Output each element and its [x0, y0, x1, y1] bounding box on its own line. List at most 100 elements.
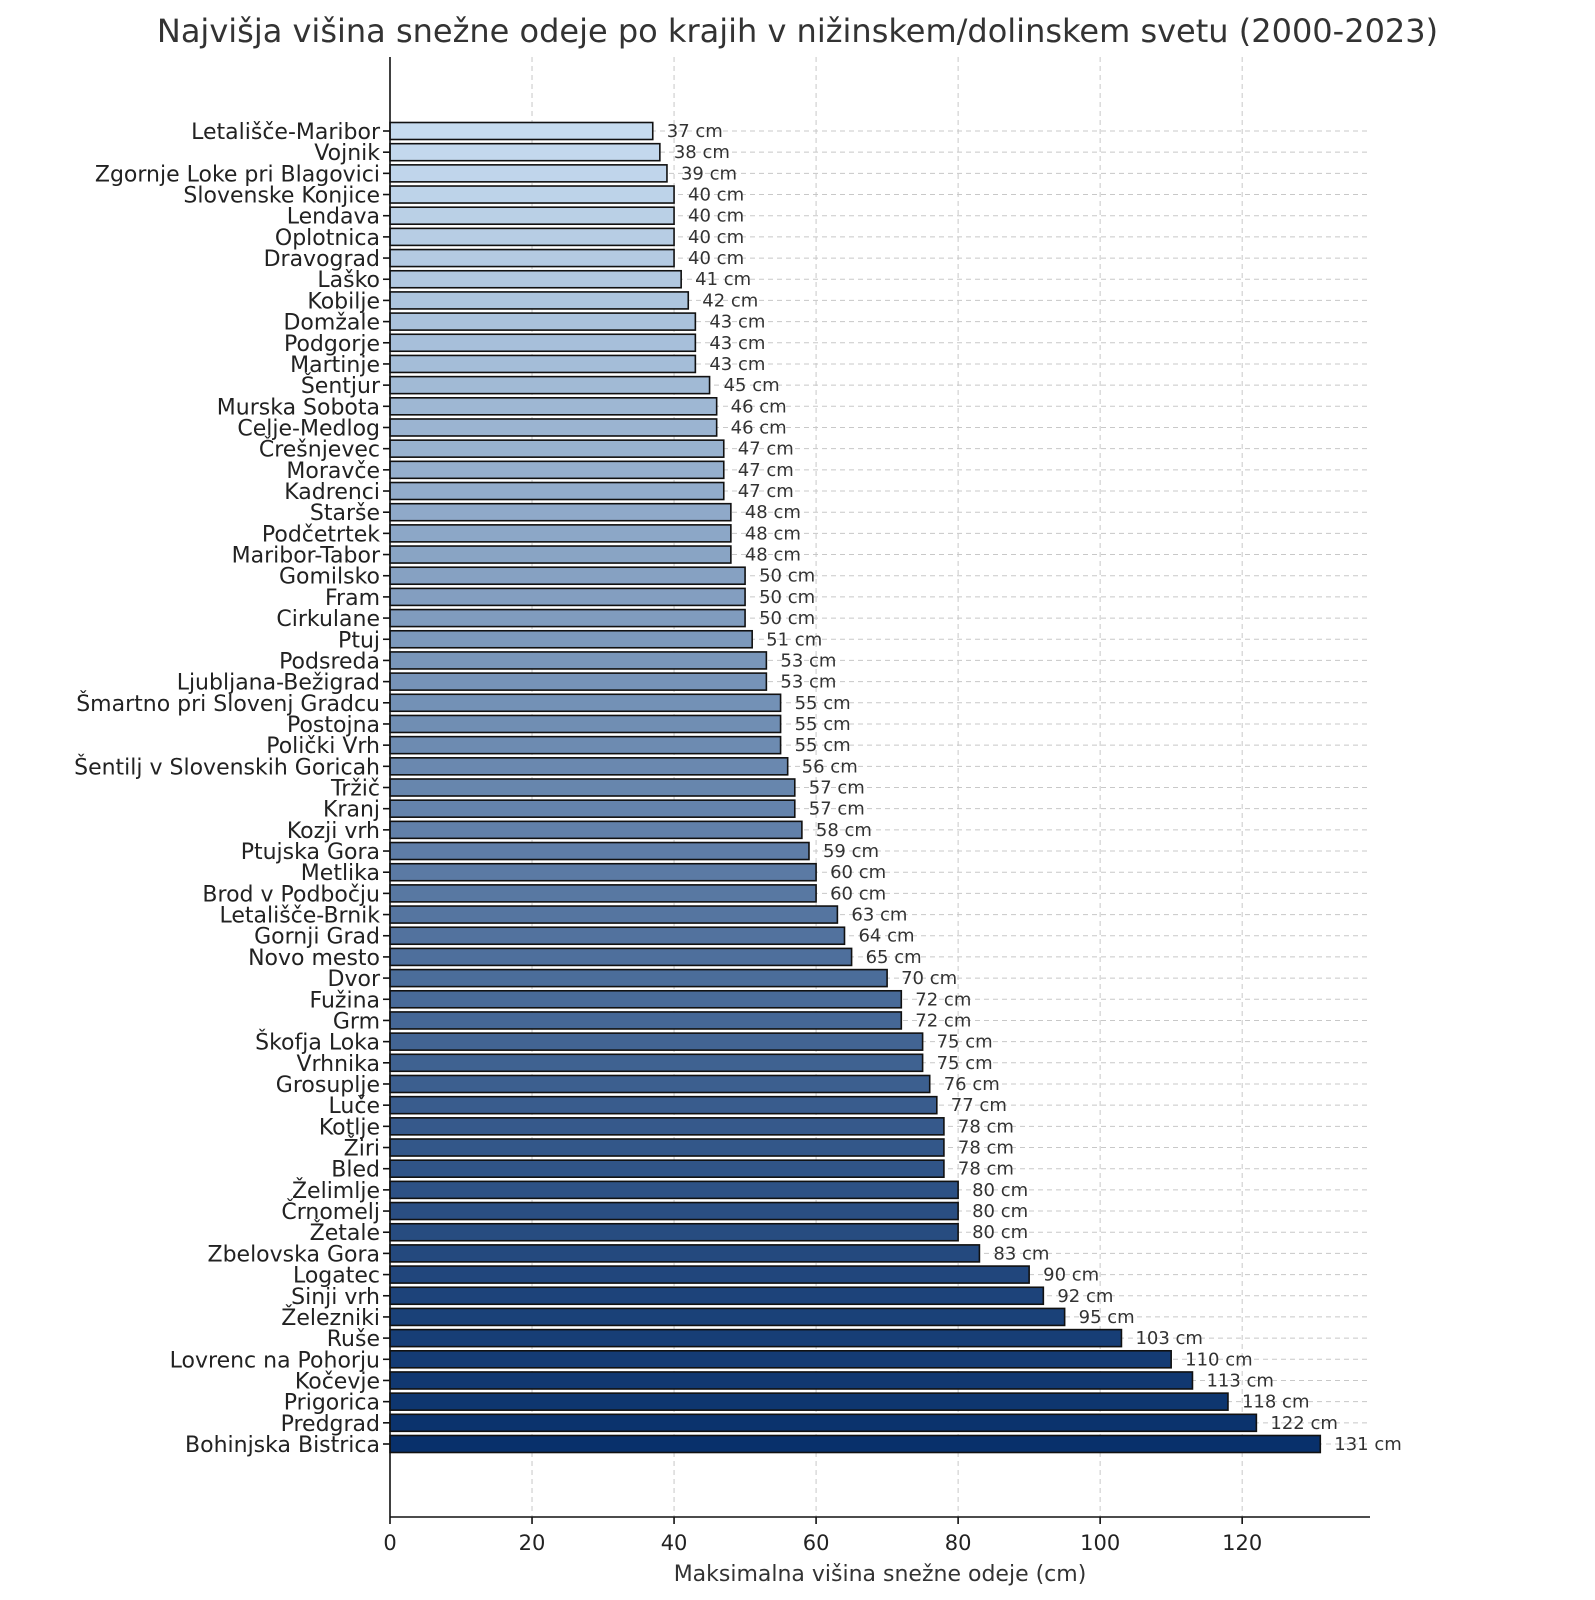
data-label: 51 cm: [766, 629, 822, 650]
category-label: Metlika: [301, 861, 380, 886]
bar: [389, 778, 796, 797]
bar: [389, 629, 753, 649]
chart-title: Najvišja višina snežne odeje po krajih v…: [156, 12, 1439, 50]
bar: [389, 1244, 981, 1263]
bar: [389, 1349, 1172, 1369]
category-label: Črnomelj: [281, 1199, 380, 1225]
bar: [389, 545, 732, 564]
data-label: 41 cm: [695, 269, 751, 290]
data-label: 43 cm: [709, 333, 765, 354]
bar: [389, 1371, 1194, 1390]
data-label: 80 cm: [972, 1201, 1028, 1222]
bar: [389, 799, 796, 818]
category-label: Kranj: [323, 798, 380, 823]
category-label: Žiri: [344, 1136, 380, 1162]
data-label: 58 cm: [816, 820, 872, 841]
category-label: Črešnjevec: [259, 437, 380, 463]
data-label: 110 cm: [1185, 1349, 1253, 1370]
bar: [389, 1434, 1322, 1454]
category-label: Cirkulane: [276, 607, 380, 632]
category-label: Vrhnika: [296, 1052, 380, 1077]
x-tick-label: 0: [383, 1531, 396, 1555]
data-label: 63 cm: [851, 905, 907, 926]
bar: [389, 291, 690, 310]
data-label: 64 cm: [858, 926, 914, 947]
bar: [389, 1011, 903, 1030]
bar: [389, 735, 782, 755]
x-tick-label: 60: [803, 1531, 830, 1555]
bar: [389, 693, 782, 713]
data-label: 38 cm: [674, 142, 730, 163]
data-label: 57 cm: [809, 778, 865, 799]
bar: [389, 1307, 1066, 1327]
axis-layer: [383, 57, 1370, 1524]
category-label: Letališče-Brnik: [219, 904, 380, 929]
category-label: Fram: [325, 586, 380, 611]
category-label: Logatec: [293, 1264, 380, 1289]
data-label: 72 cm: [915, 989, 971, 1010]
data-label: 48 cm: [745, 523, 801, 544]
bar: [389, 481, 725, 501]
bar: [389, 524, 732, 543]
bar: [389, 608, 746, 628]
category-label: Fužina: [310, 988, 380, 1013]
category-label: Železniki: [281, 1305, 380, 1331]
category-label: Starše: [310, 501, 380, 526]
category-label: Dravograd: [264, 247, 380, 272]
bar: [389, 312, 697, 331]
data-label: 90 cm: [1043, 1265, 1099, 1286]
bar: [389, 142, 661, 162]
category-label: Martinje: [290, 353, 380, 378]
data-label: 46 cm: [731, 396, 787, 417]
category-label: Polički Vrh: [266, 734, 380, 759]
label-layer: 0 20 40 60 80 100 120 Letališče-Maribor 37 cm Voj…: [74, 120, 1402, 1555]
bar: [389, 587, 746, 607]
data-label: 40 cm: [688, 206, 744, 227]
bar: [389, 460, 725, 480]
bar: [389, 905, 839, 924]
data-label: 40 cm: [688, 185, 744, 206]
category-label: Želimlje: [292, 1178, 380, 1204]
category-label: Bled: [331, 1158, 380, 1183]
data-label: 50 cm: [759, 566, 815, 587]
category-label: Predgrad: [281, 1412, 380, 1437]
data-label: 55 cm: [795, 735, 851, 756]
bar: [389, 1159, 945, 1178]
category-label: Zbelovska Gora: [208, 1242, 381, 1267]
category-label: Žetale: [310, 1220, 380, 1246]
bar: [389, 672, 768, 691]
category-label: Grosuplje: [276, 1073, 380, 1098]
category-label: Ruše: [327, 1327, 380, 1352]
bar: [389, 439, 725, 458]
category-label: Prigorica: [284, 1391, 380, 1416]
data-label: 60 cm: [830, 883, 886, 904]
category-label: Brod v Podbočju: [202, 882, 380, 907]
category-label: Zgornje Loke pri Blagovici: [95, 162, 380, 187]
bar: [389, 1328, 1123, 1348]
bar: [389, 947, 853, 967]
bar: [389, 418, 718, 437]
data-label: 50 cm: [759, 587, 815, 608]
category-label: Letališče-Maribor: [191, 120, 381, 145]
data-label: 75 cm: [937, 1032, 993, 1053]
data-label: 72 cm: [915, 1010, 971, 1031]
bar: [389, 862, 817, 882]
category-label: Domžale: [283, 311, 380, 336]
category-label: Sinji vrh: [291, 1285, 380, 1310]
data-label: 80 cm: [972, 1180, 1028, 1201]
bar: [389, 1265, 1030, 1284]
bar: [389, 1095, 938, 1115]
category-label: Celje-Medlog: [237, 416, 380, 441]
data-label: 47 cm: [738, 439, 794, 460]
bar: [389, 651, 768, 670]
bar: [389, 333, 697, 353]
data-label: 48 cm: [745, 545, 801, 566]
data-label: 77 cm: [951, 1095, 1007, 1116]
data-label: 103 cm: [1135, 1328, 1203, 1349]
bar: [389, 968, 888, 988]
data-label: 56 cm: [802, 756, 858, 777]
category-label: Kobilje: [307, 289, 380, 314]
data-label: 70 cm: [901, 968, 957, 989]
bar: [389, 714, 782, 734]
bar: [389, 248, 675, 268]
